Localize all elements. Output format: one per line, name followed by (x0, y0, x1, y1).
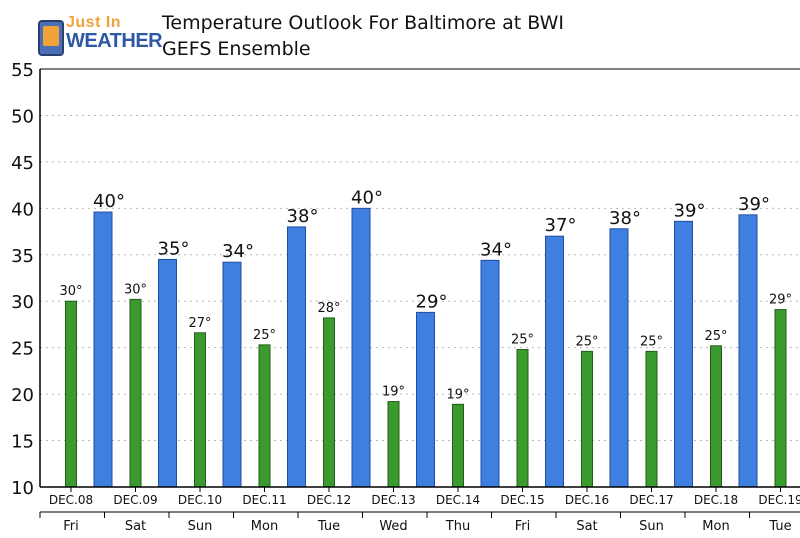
high-temp-bar (287, 226, 306, 488)
x-date-label: DEC.13 (371, 493, 415, 507)
x-date-label: DEC.10 (178, 493, 222, 507)
low-temp-bar (194, 332, 206, 488)
x-date-label: DEC.18 (694, 493, 738, 507)
x-day-label: Mon (702, 519, 729, 534)
y-tick-label: 25 (11, 339, 34, 360)
y-tick-label: 40 (11, 199, 34, 220)
y-tick-label: 15 (11, 432, 34, 453)
high-temp-bar (674, 220, 693, 488)
low-temp-bar (774, 309, 787, 488)
y-tick-label: 55 (11, 60, 34, 81)
high-temp-bar (416, 311, 435, 488)
high-temp-label: 38° (287, 206, 319, 227)
logo-text-bottom: WEATHER (66, 30, 163, 52)
low-temp-bar (645, 350, 658, 488)
high-temp-label: 35° (158, 238, 190, 259)
high-temp-label: 40° (93, 191, 125, 212)
high-temp-label: 29° (416, 291, 448, 312)
low-temp-label: 25° (704, 329, 727, 344)
chart-title: Temperature Outlook For Baltimore at BWI (162, 12, 564, 34)
low-temp-bar (65, 300, 77, 488)
y-tick-label: 30 (11, 292, 34, 313)
logo-text-top: Just In (66, 14, 122, 31)
low-temp-label: 25° (253, 328, 276, 343)
low-temp-label: 30° (124, 282, 147, 297)
low-temp-bar (452, 403, 464, 488)
x-day-label: Mon (251, 519, 278, 534)
low-temp-label: 19° (446, 387, 469, 402)
y-tick-label: 10 (11, 478, 34, 499)
low-temp-bar (258, 344, 271, 488)
high-temp-bar (351, 207, 371, 488)
x-day-label: Sun (639, 519, 664, 534)
high-temp-bar (158, 258, 177, 488)
high-temp-bar (609, 228, 629, 488)
low-temp-label: 25° (640, 334, 663, 349)
chart-subtitle: GEFS Ensemble (162, 38, 311, 60)
x-date-label: DEC.08 (49, 493, 93, 507)
high-temp-bar (93, 211, 113, 488)
y-tick-label: 20 (11, 385, 34, 406)
x-day-label: Fri (515, 519, 531, 534)
x-date-label: DEC.16 (565, 493, 609, 507)
low-temp-label: 28° (317, 301, 340, 316)
high-temp-label: 39° (738, 194, 770, 215)
x-day-label: Sat (576, 519, 597, 534)
high-temp-bar (480, 259, 500, 488)
y-tick-label: 50 (11, 106, 34, 127)
low-temp-label: 27° (188, 316, 211, 331)
x-date-label: DEC.14 (436, 493, 480, 507)
high-temp-label: 34° (480, 239, 512, 260)
low-temp-label: 29° (769, 293, 792, 308)
high-temp-bar (222, 261, 242, 488)
high-temp-label: 38° (609, 208, 641, 229)
low-temp-bar (129, 298, 142, 488)
y-tick-label: 35 (11, 246, 34, 267)
x-day-label: Wed (379, 519, 407, 534)
high-temp-bar (545, 235, 564, 488)
x-day-label: Tue (768, 519, 791, 534)
x-day-label: Sat (125, 519, 146, 534)
phone-icon (38, 20, 64, 56)
low-temp-label: 25° (575, 334, 598, 349)
low-temp-bar (710, 345, 722, 488)
x-day-label: Tue (317, 519, 340, 534)
high-temp-bar (738, 214, 758, 488)
x-day-label: Sun (188, 519, 213, 534)
x-date-label: DEC.12 (307, 493, 351, 507)
low-temp-label: 19° (382, 385, 405, 400)
chart-header: Just In WEATHER Temperature Outlook For … (0, 0, 800, 64)
high-temp-label: 39° (674, 200, 706, 221)
low-temp-label: 30° (59, 284, 82, 299)
low-temp-bar (387, 401, 400, 488)
low-temp-bar (323, 317, 335, 488)
low-temp-bar (516, 349, 529, 488)
x-date-label: DEC.11 (242, 493, 286, 507)
high-temp-label: 40° (351, 187, 383, 208)
y-tick-label: 45 (11, 153, 34, 174)
low-temp-label: 25° (511, 333, 534, 348)
x-day-label: Fri (63, 519, 79, 534)
x-date-label: DEC.09 (113, 493, 157, 507)
high-temp-label: 37° (545, 215, 577, 236)
x-date-label: DEC.17 (629, 493, 673, 507)
high-temp-label: 34° (222, 241, 254, 262)
low-temp-bar (581, 350, 593, 488)
x-day-label: Thu (445, 519, 470, 534)
x-date-label: DEC.15 (500, 493, 544, 507)
just-in-weather-logo: Just In WEATHER (36, 14, 163, 58)
x-date-label: DEC.19 (758, 493, 800, 507)
